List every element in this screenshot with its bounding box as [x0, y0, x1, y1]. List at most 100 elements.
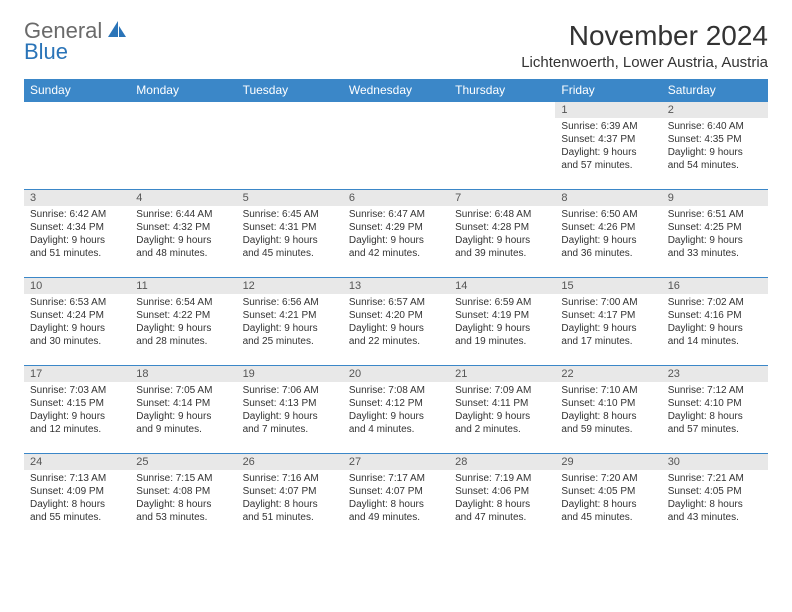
daylight-text: Daylight: 8 hours and 55 minutes. — [30, 498, 124, 524]
sunset-text: Sunset: 4:34 PM — [30, 221, 124, 234]
sunset-text: Sunset: 4:37 PM — [561, 133, 655, 146]
daylight-text: Daylight: 9 hours and 17 minutes. — [561, 322, 655, 348]
day-number: 21 — [449, 366, 555, 382]
daylight-text: Daylight: 9 hours and 48 minutes. — [136, 234, 230, 260]
day-number: 17 — [24, 366, 130, 382]
sunrise-text: Sunrise: 7:00 AM — [561, 296, 655, 309]
daylight-text: Daylight: 9 hours and 25 minutes. — [243, 322, 337, 348]
day-number: 22 — [555, 366, 661, 382]
daylight-text: Daylight: 8 hours and 59 minutes. — [561, 410, 655, 436]
sunset-text: Sunset: 4:22 PM — [136, 309, 230, 322]
day-cell — [343, 102, 449, 190]
day-info: Sunrise: 7:02 AMSunset: 4:16 PMDaylight:… — [662, 294, 768, 352]
day-info: Sunrise: 7:13 AMSunset: 4:09 PMDaylight:… — [24, 470, 130, 528]
day-number: 27 — [343, 454, 449, 470]
dow-sunday: Sunday — [24, 79, 130, 102]
sunrise-text: Sunrise: 6:48 AM — [455, 208, 549, 221]
day-info: Sunrise: 6:42 AMSunset: 4:34 PMDaylight:… — [24, 206, 130, 264]
daylight-text: Daylight: 8 hours and 47 minutes. — [455, 498, 549, 524]
week-row: 3Sunrise: 6:42 AMSunset: 4:34 PMDaylight… — [24, 190, 768, 278]
day-cell: 6Sunrise: 6:47 AMSunset: 4:29 PMDaylight… — [343, 190, 449, 278]
daylight-text: Daylight: 9 hours and 7 minutes. — [243, 410, 337, 436]
sunrise-text: Sunrise: 7:17 AM — [349, 472, 443, 485]
day-number: 9 — [662, 190, 768, 206]
header: General Blue November 2024 Lichtenwoerth… — [24, 20, 768, 71]
sail-icon — [107, 25, 127, 42]
sunrise-text: Sunrise: 6:45 AM — [243, 208, 337, 221]
day-cell — [237, 102, 343, 190]
day-number: 3 — [24, 190, 130, 206]
day-cell — [449, 102, 555, 190]
day-info: Sunrise: 6:51 AMSunset: 4:25 PMDaylight:… — [662, 206, 768, 264]
daylight-text: Daylight: 9 hours and 42 minutes. — [349, 234, 443, 260]
dow-monday: Monday — [130, 79, 236, 102]
day-info: Sunrise: 7:00 AMSunset: 4:17 PMDaylight:… — [555, 294, 661, 352]
day-cell — [130, 102, 236, 190]
day-info: Sunrise: 6:59 AMSunset: 4:19 PMDaylight:… — [449, 294, 555, 352]
daylight-text: Daylight: 9 hours and 30 minutes. — [30, 322, 124, 348]
sunrise-text: Sunrise: 7:03 AM — [30, 384, 124, 397]
daylight-text: Daylight: 8 hours and 43 minutes. — [668, 498, 762, 524]
sunrise-text: Sunrise: 6:42 AM — [30, 208, 124, 221]
day-info: Sunrise: 7:05 AMSunset: 4:14 PMDaylight:… — [130, 382, 236, 440]
day-info: Sunrise: 7:16 AMSunset: 4:07 PMDaylight:… — [237, 470, 343, 528]
sunset-text: Sunset: 4:10 PM — [561, 397, 655, 410]
logo-word-blue: Blue — [24, 41, 127, 63]
day-number: 30 — [662, 454, 768, 470]
day-number: 25 — [130, 454, 236, 470]
day-number: 7 — [449, 190, 555, 206]
sunset-text: Sunset: 4:06 PM — [455, 485, 549, 498]
day-info: Sunrise: 6:47 AMSunset: 4:29 PMDaylight:… — [343, 206, 449, 264]
day-info: Sunrise: 7:21 AMSunset: 4:05 PMDaylight:… — [662, 470, 768, 528]
sunrise-text: Sunrise: 7:02 AM — [668, 296, 762, 309]
day-info: Sunrise: 6:53 AMSunset: 4:24 PMDaylight:… — [24, 294, 130, 352]
sunset-text: Sunset: 4:12 PM — [349, 397, 443, 410]
day-number: 26 — [237, 454, 343, 470]
day-cell: 21Sunrise: 7:09 AMSunset: 4:11 PMDayligh… — [449, 366, 555, 454]
week-row: 24Sunrise: 7:13 AMSunset: 4:09 PMDayligh… — [24, 454, 768, 542]
sunset-text: Sunset: 4:32 PM — [136, 221, 230, 234]
week-row: 1Sunrise: 6:39 AMSunset: 4:37 PMDaylight… — [24, 102, 768, 190]
sunset-text: Sunset: 4:29 PM — [349, 221, 443, 234]
day-info: Sunrise: 7:03 AMSunset: 4:15 PMDaylight:… — [24, 382, 130, 440]
day-number: 20 — [343, 366, 449, 382]
dow-thursday: Thursday — [449, 79, 555, 102]
daylight-text: Daylight: 8 hours and 49 minutes. — [349, 498, 443, 524]
day-info: Sunrise: 6:56 AMSunset: 4:21 PMDaylight:… — [237, 294, 343, 352]
daylight-text: Daylight: 9 hours and 54 minutes. — [668, 146, 762, 172]
day-number: 4 — [130, 190, 236, 206]
sunrise-text: Sunrise: 7:15 AM — [136, 472, 230, 485]
sunset-text: Sunset: 4:26 PM — [561, 221, 655, 234]
day-number: 29 — [555, 454, 661, 470]
sunset-text: Sunset: 4:05 PM — [561, 485, 655, 498]
day-of-week-row: Sunday Monday Tuesday Wednesday Thursday… — [24, 79, 768, 102]
sunset-text: Sunset: 4:10 PM — [668, 397, 762, 410]
daylight-text: Daylight: 9 hours and 39 minutes. — [455, 234, 549, 260]
sunrise-text: Sunrise: 6:53 AM — [30, 296, 124, 309]
daylight-text: Daylight: 9 hours and 22 minutes. — [349, 322, 443, 348]
sunset-text: Sunset: 4:09 PM — [30, 485, 124, 498]
day-cell: 10Sunrise: 6:53 AMSunset: 4:24 PMDayligh… — [24, 278, 130, 366]
sunrise-text: Sunrise: 7:12 AM — [668, 384, 762, 397]
day-cell — [24, 102, 130, 190]
day-cell: 28Sunrise: 7:19 AMSunset: 4:06 PMDayligh… — [449, 454, 555, 542]
day-info: Sunrise: 6:45 AMSunset: 4:31 PMDaylight:… — [237, 206, 343, 264]
day-cell: 18Sunrise: 7:05 AMSunset: 4:14 PMDayligh… — [130, 366, 236, 454]
daylight-text: Daylight: 8 hours and 45 minutes. — [561, 498, 655, 524]
sunrise-text: Sunrise: 7:05 AM — [136, 384, 230, 397]
day-cell: 12Sunrise: 6:56 AMSunset: 4:21 PMDayligh… — [237, 278, 343, 366]
day-number: 2 — [662, 102, 768, 118]
day-info: Sunrise: 6:44 AMSunset: 4:32 PMDaylight:… — [130, 206, 236, 264]
sunrise-text: Sunrise: 7:16 AM — [243, 472, 337, 485]
day-cell: 1Sunrise: 6:39 AMSunset: 4:37 PMDaylight… — [555, 102, 661, 190]
daylight-text: Daylight: 9 hours and 45 minutes. — [243, 234, 337, 260]
sunrise-text: Sunrise: 6:50 AM — [561, 208, 655, 221]
day-number: 24 — [24, 454, 130, 470]
day-info: Sunrise: 6:48 AMSunset: 4:28 PMDaylight:… — [449, 206, 555, 264]
sunrise-text: Sunrise: 7:13 AM — [30, 472, 124, 485]
day-cell: 29Sunrise: 7:20 AMSunset: 4:05 PMDayligh… — [555, 454, 661, 542]
title-block: November 2024 Lichtenwoerth, Lower Austr… — [521, 20, 768, 71]
day-number: 23 — [662, 366, 768, 382]
day-info: Sunrise: 7:19 AMSunset: 4:06 PMDaylight:… — [449, 470, 555, 528]
sunset-text: Sunset: 4:21 PM — [243, 309, 337, 322]
